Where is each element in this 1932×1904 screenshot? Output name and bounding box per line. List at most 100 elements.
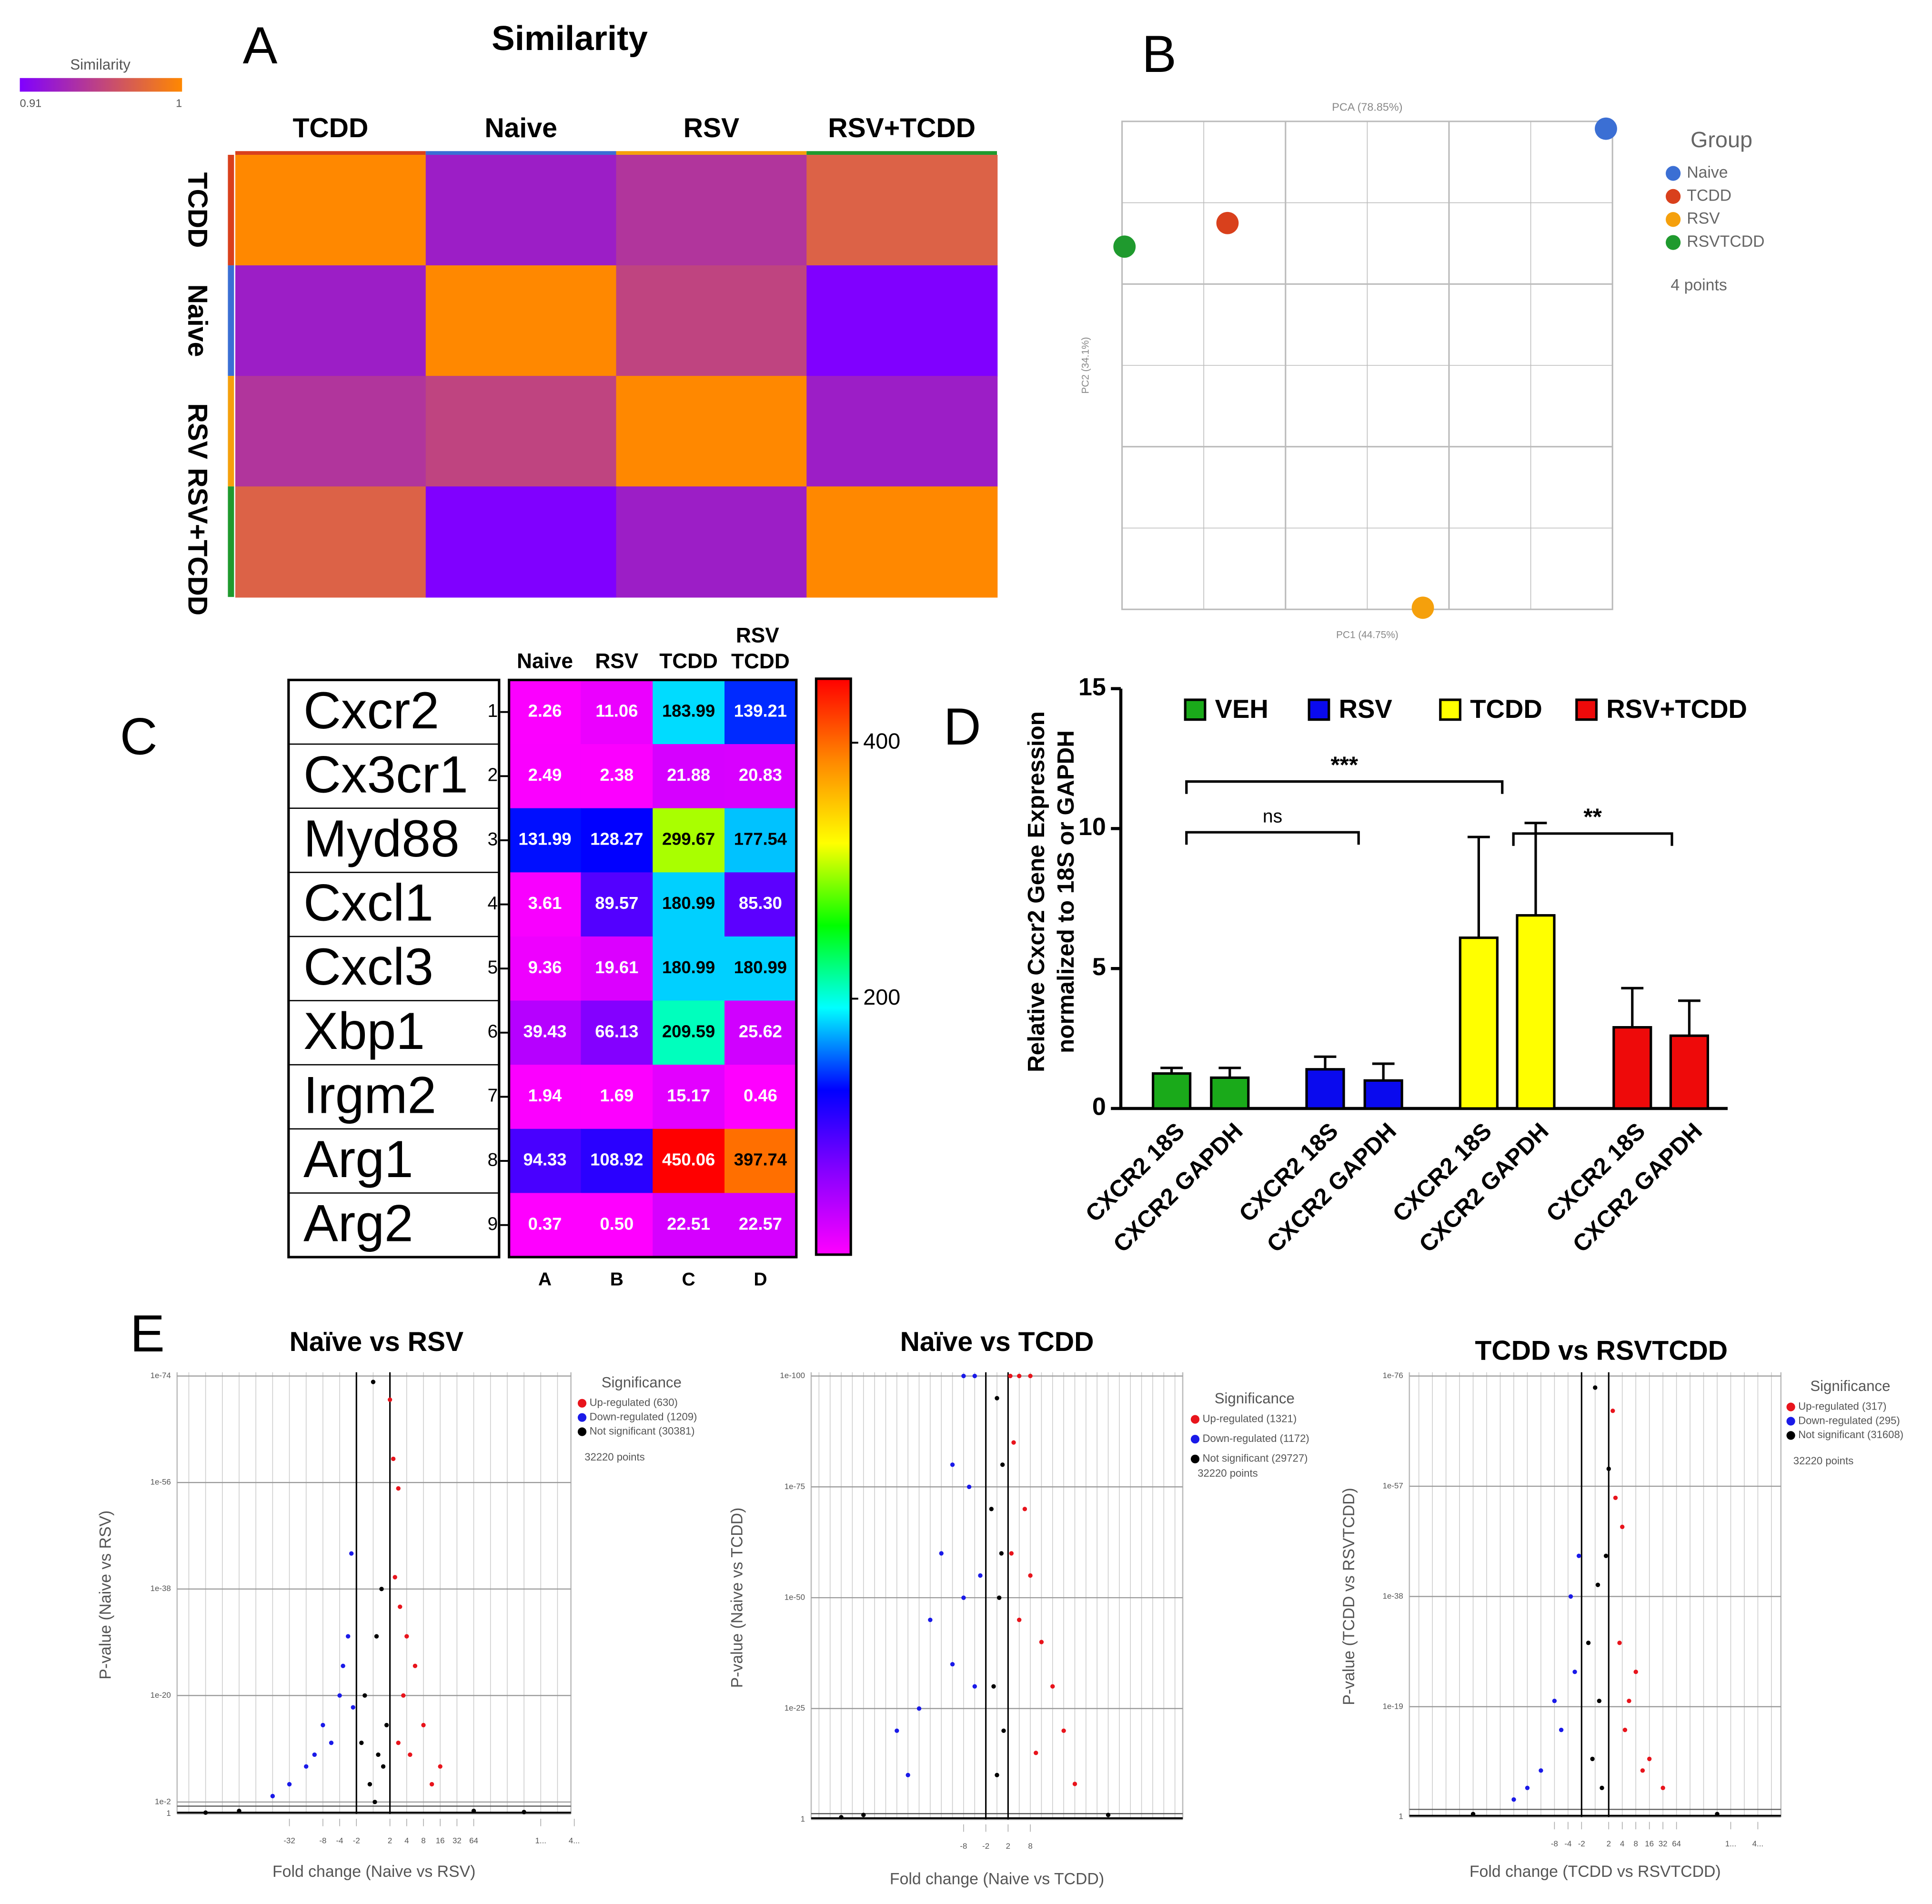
point <box>304 1764 309 1769</box>
group-strip <box>425 151 616 155</box>
heatmap-cell <box>509 1128 582 1194</box>
legend-label: Down-regulated (1172) <box>1203 1432 1309 1444</box>
error-bar <box>1678 999 1701 1036</box>
point <box>991 1684 996 1689</box>
point <box>408 1752 413 1757</box>
row-label: Xbp1 <box>303 1002 425 1060</box>
legend-title: Significance <box>1215 1390 1295 1407</box>
group-strip <box>235 151 426 155</box>
point <box>1622 1727 1628 1733</box>
column-label: TCDD <box>292 113 368 143</box>
point <box>374 1634 379 1639</box>
column-label: RSV <box>595 650 638 673</box>
heatmap-cell <box>724 744 797 809</box>
point <box>349 1551 354 1556</box>
row-label: Naive <box>182 284 213 357</box>
label-line: TCDD <box>731 650 790 673</box>
point <box>387 1397 392 1402</box>
x-tick-label: 4 <box>404 1836 409 1845</box>
column-label: Naive <box>484 113 557 143</box>
point <box>1022 1507 1027 1511</box>
point <box>1593 1385 1598 1390</box>
y-tick-label: 1e-19 <box>1383 1702 1403 1711</box>
heatmap-cell <box>724 1128 797 1194</box>
point <box>337 1693 342 1698</box>
heatmap-cell <box>616 486 807 598</box>
point <box>1603 1553 1609 1558</box>
colorbar-tick-label: 200 <box>863 985 900 1009</box>
significance-bracket <box>1512 832 1673 846</box>
legend-label: Down-regulated (1209) <box>590 1411 697 1423</box>
heatmap-cell <box>806 376 998 487</box>
point <box>376 1752 381 1757</box>
row-label: Cxcl1 <box>303 874 433 932</box>
legend-label: Up-regulated (1321) <box>1203 1412 1297 1424</box>
cell-value-label: 3.61 <box>528 893 562 913</box>
cell-value-label: 183.99 <box>662 701 715 720</box>
point <box>906 1773 910 1778</box>
colorbar-tick-label: 1 <box>176 97 182 110</box>
row-label: Cxcr2 <box>303 682 439 740</box>
heatmap-cell <box>509 1193 582 1258</box>
point <box>961 1595 966 1600</box>
chart-title: Naïve vs RSV <box>290 1327 464 1357</box>
point <box>1011 1440 1016 1445</box>
point <box>1001 1728 1006 1733</box>
x-tick-label: -8 <box>960 1842 967 1851</box>
point <box>321 1723 325 1728</box>
x-tick-label: 1... <box>1725 1839 1736 1848</box>
chart-title: Similarity <box>492 19 648 58</box>
y-tick-label: 1e-76 <box>1383 1371 1403 1380</box>
heatmap-cell <box>509 936 582 1001</box>
heatmap-cell <box>653 680 725 745</box>
heatmap-cell <box>581 872 654 937</box>
row-label: RSV <box>182 403 213 459</box>
legend-swatch <box>1184 698 1207 721</box>
y-tick-label: 1e-38 <box>1383 1592 1403 1601</box>
error-bar <box>1621 987 1644 1028</box>
x-tick-label: 64 <box>469 1836 478 1845</box>
heatmap-cell <box>425 486 617 598</box>
y-axis-label: P-value (TCDD vs RSVTCDD) <box>1340 1488 1358 1705</box>
heatmap-cell <box>235 155 427 266</box>
cell-value-label: 1.94 <box>528 1086 563 1105</box>
point <box>359 1740 364 1745</box>
point <box>978 1573 983 1578</box>
x-axis-label: Fold change (TCDD vs RSVTCDD) <box>1469 1863 1721 1881</box>
cell-value-label: 25.62 <box>739 1021 782 1041</box>
legend-label: TCDD <box>1687 186 1731 204</box>
x-tick-label: 2 <box>1607 1839 1611 1848</box>
heatmap-cell <box>509 744 582 809</box>
point <box>916 1706 922 1711</box>
group-strip <box>616 151 807 155</box>
point <box>1597 1698 1602 1703</box>
point <box>287 1782 292 1787</box>
point <box>966 1484 972 1489</box>
y-tick-label: 10 <box>1078 813 1106 841</box>
heatmap-cell <box>581 1193 654 1258</box>
x-label: B <box>610 1269 624 1290</box>
point <box>471 1808 476 1813</box>
group-strip <box>228 265 234 376</box>
significance-bracket <box>1185 831 1360 845</box>
colorbar <box>815 677 852 1256</box>
point <box>1613 1495 1618 1501</box>
heatmap-frame <box>508 678 798 1259</box>
point <box>1559 1727 1564 1733</box>
y-tick-label: 1e-100 <box>780 1371 805 1380</box>
point <box>1216 212 1239 234</box>
point <box>995 1396 999 1400</box>
point <box>237 1808 242 1813</box>
point <box>1576 1553 1581 1558</box>
cell-value-label: 2.49 <box>528 765 562 785</box>
legend-label: RSV+TCDD <box>1606 695 1747 724</box>
heatmap-cell <box>425 265 617 377</box>
heatmap-cell <box>653 1000 725 1066</box>
panel-label: E <box>130 1305 165 1363</box>
row-number: 8 <box>487 1149 498 1170</box>
y-tick-label: 1 <box>801 1814 805 1823</box>
point <box>939 1551 944 1556</box>
colorbar <box>20 78 182 92</box>
y-tick-label: 5 <box>1092 953 1106 981</box>
legend-swatch <box>1666 166 1681 181</box>
